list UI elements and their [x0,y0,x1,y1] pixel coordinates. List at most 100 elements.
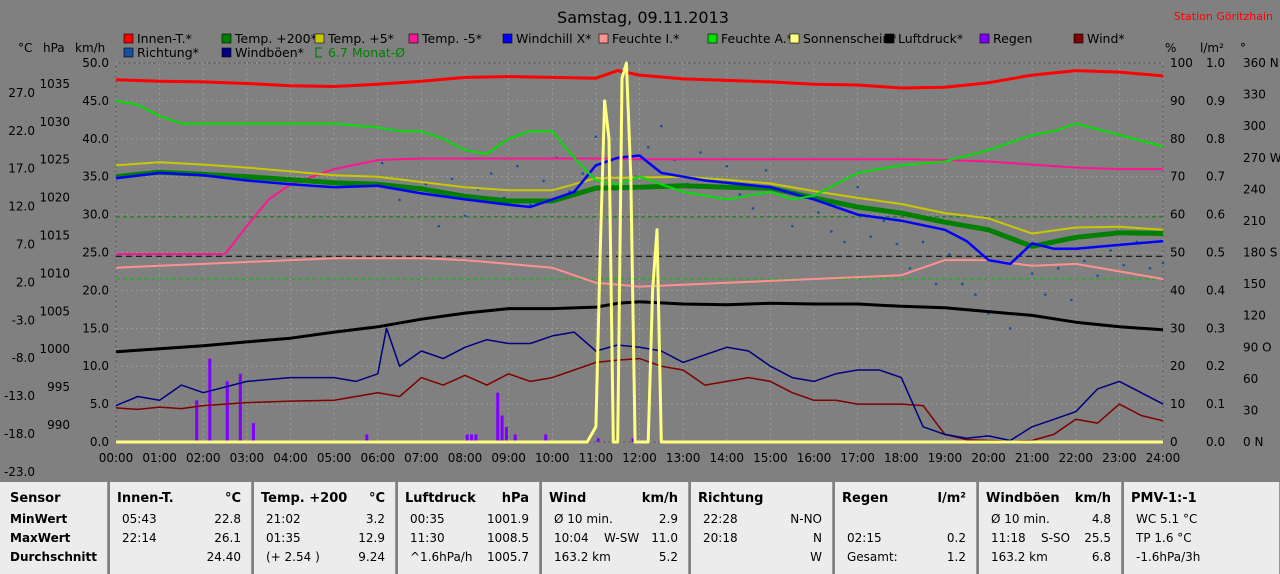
temp-tick-label: 22.0 [8,124,35,138]
rain-bar [465,434,469,442]
humidity-tick-label: 50 [1170,246,1185,260]
rain-tick-label: 0.1 [1206,397,1225,411]
rain-tick-label: 0.7 [1206,170,1225,184]
stats-row-label: 02:15 [847,531,882,545]
direction-tick-label: 60 [1243,372,1258,386]
legend-swatch [707,33,718,44]
wind-axis-unit: km/h [75,41,105,55]
x-tick-label: 17:00 [840,451,875,465]
rain-bar [496,392,500,442]
legend-swatch [502,33,513,44]
direction-point [398,198,401,202]
stats-card-title: Wind [549,491,587,506]
humidity-tick-label: 90 [1170,94,1185,108]
stats-row-label: Gesamt: [847,550,898,564]
stats-row-label: 20:18 [703,531,738,545]
legend-label: Feuchte A.* [721,31,793,46]
temp-tick-label: 2.0 [16,275,35,289]
x-tick-label: 10:00 [535,451,570,465]
stats-row-label: TP 1.6 °C [1136,531,1192,545]
stats-row-label: MinWert [10,512,68,526]
rain-tick-label: 0.6 [1206,208,1225,222]
series-line [115,99,1164,201]
stats-row-extra: S-SO [1041,531,1071,545]
legend-label: Sonnenschein* [803,31,897,46]
x-tick-label: 00:00 [99,451,134,465]
legend-label: Regen [993,31,1032,46]
direction-point [790,224,794,228]
direction-point [1096,274,1099,277]
pressure-tick-label: 1025 [39,153,70,167]
chart-canvas: Samstag, 09.11.2013 Station Göritzhain Inn… [4,8,1280,479]
x-tick-label: 16:00 [797,451,832,465]
wind-tick-label: 15.0 [82,321,109,335]
direction-tick-label: 150 [1243,277,1266,291]
wind-tick-label: 0.0 [90,435,109,449]
rain-bar [596,438,600,442]
direction-point [1161,261,1165,265]
stats-row-label: WC 5.1 °C [1136,512,1198,526]
pressure-tick-label: 1005 [39,304,70,318]
direction-point [594,135,598,138]
stats-row-label: 11:30 [410,531,445,545]
stats-row-value: N-NO [790,512,822,526]
direction-point [764,169,768,172]
series-line [116,157,1163,255]
x-tick-label: 14:00 [709,451,744,465]
stats-row-extra: W-SW [604,531,640,545]
legend-swatch [314,33,325,44]
direction-point [463,214,467,217]
direction-tick-label: 360 N [1243,56,1279,70]
stats-row-value: 5.2 [658,550,678,564]
x-tick-label: 11:00 [579,451,614,465]
wind-tick-label: 35.0 [82,170,109,184]
rain-tick-label: 0.9 [1206,94,1225,108]
rain-tick-label: 0.0 [1206,435,1225,449]
humidity-tick-label: 10 [1170,397,1185,411]
legend-label: Windböen* [235,45,304,60]
stats-row-value: 0.2 [946,531,966,545]
x-tick-label: 20:00 [971,451,1006,465]
x-tick-label: 15:00 [753,451,788,465]
humidity-tick-label: 40 [1170,283,1185,297]
pressure-tick-label: 1000 [39,342,70,356]
direction-point [516,164,519,168]
stats-card: Regen l/m² 02:15 0.2 Gesamt: 1.2 [835,482,977,574]
stats-row-value: 25.5 [1084,531,1111,545]
humidity-tick-label: 30 [1170,321,1185,335]
humidity-tick-label: 80 [1170,132,1185,146]
direction-point [1122,263,1126,267]
humidity-tick-label: 100 [1170,56,1193,70]
stats-row-value: 1005.7 [487,550,529,564]
x-tick-label: 12:00 [622,451,657,465]
x-tick-label: 24:00 [1146,451,1181,465]
rain-bar [504,426,508,442]
rain-bar [513,434,517,442]
stats-row-value: 9.24 [358,550,385,564]
stats-row-value: 12.9 [358,531,385,545]
stats-card: PMV-1:-1 WC 5.1 °C TP 1.6 °C -1.6hPa/3h [1124,482,1280,574]
direction-point [699,151,702,154]
direction-point [947,253,951,256]
stats-row-value: 26.1 [214,531,241,545]
x-tick-label: 19:00 [928,451,963,465]
stats-row-value: 1001.9 [487,512,529,526]
wind-tick-label: 5.0 [90,397,109,411]
rain-tick-label: 0.3 [1206,321,1225,335]
stats-card: Innen-T. °C 05:43 22.8 22:14 26.1 24.40 [110,482,252,574]
direction-point [934,282,938,286]
direction-point [817,211,820,214]
rain-bar [470,434,474,442]
stats-row-label: 01:35 [266,531,301,545]
temp-axis-unit: °C [18,41,32,55]
stats-row-label: 163.2 km [554,550,611,564]
direction-point [961,282,964,286]
humidity-tick-label: 0 [1170,435,1178,449]
stats-card-title: PMV-1:-1 [1131,491,1197,506]
wind-tick-label: 50.0 [82,56,109,70]
legend-swatch [1073,33,1084,44]
temp-tick-label: 7.0 [16,238,35,252]
stats-panel: Sensor MinWert MaxWert Durchschnitt Innen-T.… [0,480,1280,574]
x-tick-label: 22:00 [1058,451,1093,465]
direction-point [738,193,742,196]
